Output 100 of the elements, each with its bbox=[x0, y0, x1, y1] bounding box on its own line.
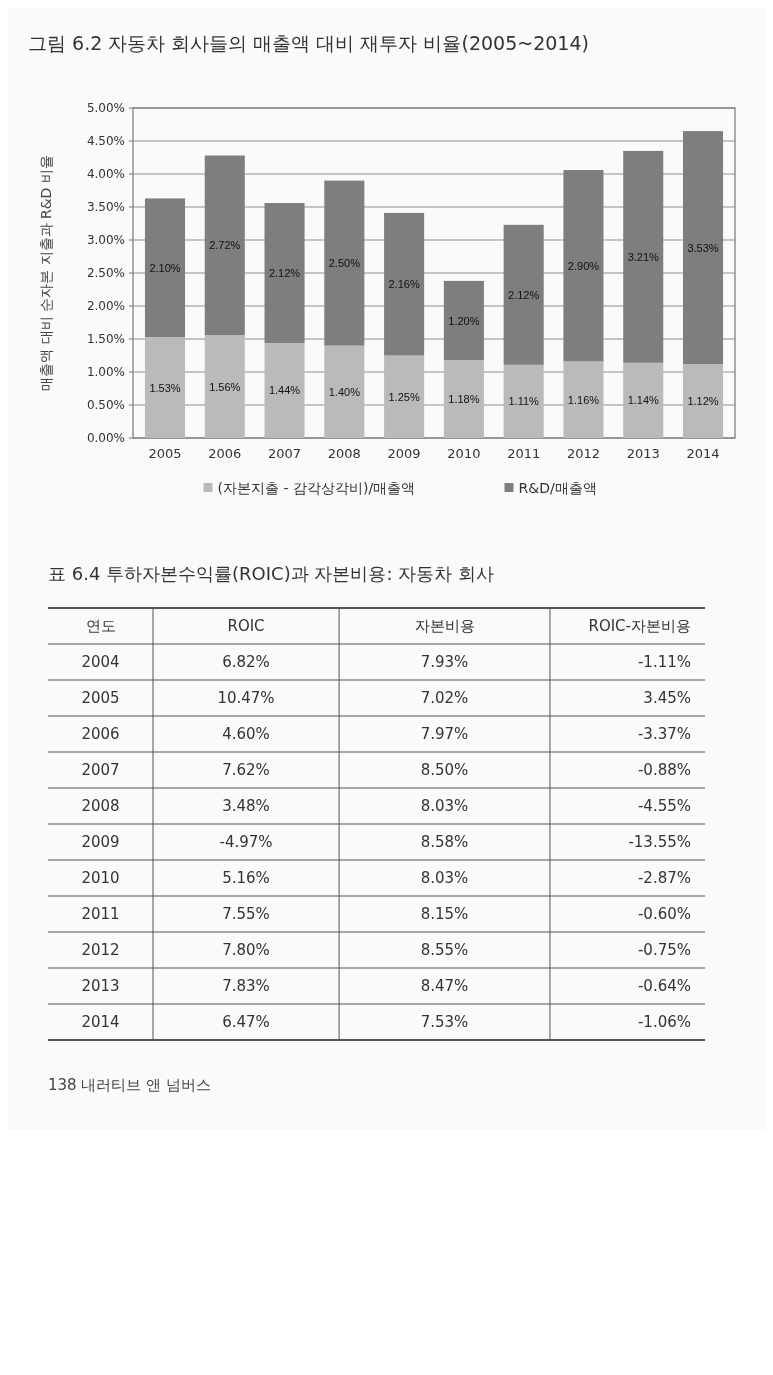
x-tick-label: 2012 bbox=[566, 446, 600, 461]
y-tick-label: 0.50% bbox=[86, 398, 125, 412]
y-tick-label: 4.00% bbox=[86, 167, 125, 181]
bar bbox=[324, 180, 365, 346]
bar bbox=[384, 212, 425, 356]
data-label: -1.11% bbox=[637, 653, 691, 671]
bar bbox=[264, 342, 305, 438]
data-label: 6.82% bbox=[222, 653, 270, 671]
data-label: 2.90% bbox=[567, 259, 600, 272]
bar bbox=[623, 150, 664, 363]
data-label: -0.64% bbox=[637, 977, 691, 995]
y-tick-label: 2014 bbox=[81, 1013, 120, 1031]
y-tick-label: 2.00% bbox=[86, 299, 125, 313]
data-label: 8.55% bbox=[420, 941, 469, 959]
data-label: -0.75% bbox=[637, 941, 691, 959]
bar bbox=[503, 364, 544, 438]
data-label: -13.55% bbox=[628, 833, 691, 851]
x-tick-label: ROIC-자본비용 bbox=[588, 617, 691, 635]
data-label: 1.20% bbox=[448, 314, 480, 327]
data-label: -4.97% bbox=[219, 833, 273, 851]
y-axis-title: 연도 bbox=[85, 617, 116, 635]
y-tick-label: 2010 bbox=[81, 869, 120, 887]
data-label: 2.72% bbox=[209, 239, 241, 252]
x-tick-label: 2011 bbox=[507, 446, 541, 461]
data-label: 1.40% bbox=[328, 385, 361, 398]
bar bbox=[324, 345, 365, 438]
bar bbox=[682, 131, 724, 365]
legend-label: R&D/매출액 bbox=[518, 480, 597, 496]
data-label: 1.44% bbox=[268, 384, 301, 397]
data-label: 8.03% bbox=[420, 869, 469, 887]
data-label: 7.80% bbox=[222, 941, 270, 959]
y-axis-title: 매출액 대비 순자본 지출과 R&D 비율 bbox=[38, 155, 54, 391]
data-label: 8.50% bbox=[420, 761, 469, 779]
data-label: 7.62% bbox=[222, 761, 270, 779]
y-tick-label: 2006 bbox=[81, 725, 120, 743]
data-label: -0.60% bbox=[637, 905, 691, 923]
data-label: 7.55% bbox=[222, 905, 270, 923]
bar bbox=[144, 337, 186, 438]
y-tick-label: 2.50% bbox=[86, 266, 125, 280]
data-label: 2.50% bbox=[328, 257, 361, 270]
data-label: 4.60% bbox=[222, 725, 270, 743]
data-label: -0.88% bbox=[637, 761, 691, 779]
bar bbox=[563, 361, 604, 438]
bar bbox=[563, 170, 604, 362]
x-tick-label: 2007 bbox=[268, 446, 302, 461]
data-label: 3.48% bbox=[222, 797, 270, 815]
data-label: 2.12% bbox=[268, 267, 301, 279]
data-label: 8.15% bbox=[420, 905, 469, 923]
y-tick-label: 2008 bbox=[81, 797, 120, 815]
y-tick-label: 0.00% bbox=[86, 431, 125, 445]
x-tick-label: 2013 bbox=[626, 446, 660, 461]
legend-label: (자본지출 - 감각상각비)/매출액 bbox=[217, 480, 416, 496]
data-label: 3.53% bbox=[687, 241, 719, 254]
data-label: 2.16% bbox=[388, 278, 420, 291]
data-label: 3.45% bbox=[643, 689, 691, 707]
y-tick-label: 2005 bbox=[81, 689, 120, 707]
data-label: -4.55% bbox=[637, 797, 691, 815]
bar bbox=[682, 364, 724, 438]
data-label: 7.02% bbox=[420, 689, 469, 707]
y-tick-label: 4.50% bbox=[86, 134, 125, 148]
data-label: -1.06% bbox=[637, 1013, 691, 1031]
bar bbox=[443, 280, 484, 361]
x-tick-label: 자본비용 bbox=[414, 617, 475, 635]
data-label: 6.47% bbox=[222, 1013, 270, 1031]
data-label: 8.47% bbox=[420, 977, 469, 995]
x-tick-label: 2009 bbox=[387, 446, 421, 461]
data-label: 8.58% bbox=[420, 833, 469, 851]
data-label: 7.93% bbox=[420, 653, 469, 671]
data-label: 1.16% bbox=[567, 393, 600, 406]
data-label: 7.83% bbox=[222, 977, 270, 995]
bar bbox=[503, 224, 544, 365]
y-tick-label: 3.50% bbox=[86, 200, 125, 214]
x-tick-label: 2008 bbox=[327, 446, 361, 461]
data-label: 1.11% bbox=[508, 395, 540, 408]
data-label: 1.18% bbox=[448, 393, 480, 406]
data-label: 2.10% bbox=[149, 261, 181, 274]
bar bbox=[204, 335, 245, 438]
y-tick-label: 5.00% bbox=[86, 101, 125, 115]
data-label: 1.25% bbox=[388, 390, 420, 403]
y-tick-label: 2004 bbox=[81, 653, 120, 671]
chart-title: 그림 6.2 자동차 회사들의 매출액 대비 재투자 비율(2005~2014) bbox=[28, 32, 589, 54]
y-tick-label: 2007 bbox=[81, 761, 120, 779]
y-tick-label: 2013 bbox=[81, 977, 120, 995]
bar bbox=[204, 155, 245, 336]
data-label: 1.53% bbox=[149, 381, 181, 394]
data-label: 5.16% bbox=[222, 869, 270, 887]
data-label: 10.47% bbox=[217, 689, 275, 707]
data-label: 2.12% bbox=[508, 288, 540, 301]
data-label: 7.53% bbox=[420, 1013, 469, 1031]
y-tick-label: 2012 bbox=[81, 941, 120, 959]
text: 138 내러티브 앤 넘버스 bbox=[48, 1076, 211, 1094]
x-tick-label: 2005 bbox=[148, 446, 182, 461]
data-label: 1.56% bbox=[209, 380, 241, 393]
data-label: -3.37% bbox=[637, 725, 691, 743]
chart-title: 표 6.4 투하자본수익률(ROIC)과 자본비용: 자동차 회사 bbox=[48, 563, 494, 584]
y-tick-label: 1.50% bbox=[86, 332, 125, 346]
x-tick-label: 2006 bbox=[208, 446, 242, 461]
data-label: 1.12% bbox=[687, 395, 719, 408]
y-tick-label: 2009 bbox=[81, 833, 120, 851]
y-tick-label: 3.00% bbox=[86, 233, 125, 247]
